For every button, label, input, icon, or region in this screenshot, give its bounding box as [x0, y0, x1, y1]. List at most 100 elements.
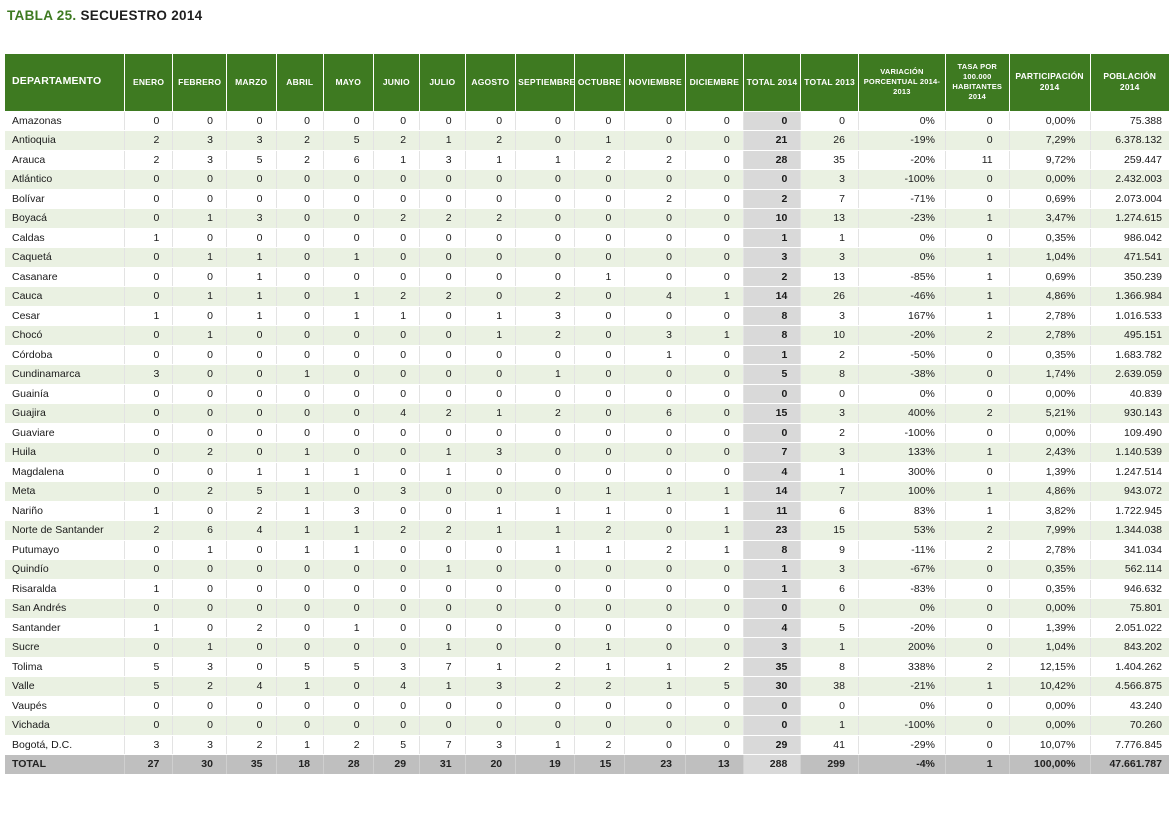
cell-poblacion-2014: 1.722.945 [1090, 501, 1169, 521]
cell-julio: 0 [419, 169, 466, 190]
cell-julio: 0 [419, 345, 466, 365]
cell-abril: 5 [276, 657, 325, 677]
cell-participacion-2014: 1,04% [1009, 637, 1091, 658]
cell-poblacion-2014: 259.447 [1090, 150, 1169, 170]
cell-octubre: 0 [574, 169, 626, 190]
table-row-cesar: Cesar 1 0 1 0 1 1 0 1 3 0 0 0 8 3 167% 1 2,78% 1.016.533 [5, 306, 1169, 326]
column-header-marzo: MARZO [226, 54, 277, 112]
cell-noviembre: 0 [624, 715, 687, 736]
cell-total-2014: 1 [743, 228, 802, 248]
cell-mayo: 0 [323, 696, 374, 716]
cell-agosto: 0 [465, 364, 517, 385]
column-header-poblacion-2014: POBLACIÓN 2014 [1090, 54, 1169, 112]
cell-variacion-porcentual-2014-2013: 300% [858, 462, 946, 482]
table-header: DEPARTAMENTO ENERO FEBRERO MARZO ABRIL MAYO JU… [5, 54, 1169, 112]
cell-octubre: 0 [574, 364, 626, 385]
cell-total-2013: 0 [800, 111, 859, 131]
cell-julio: 0 [419, 306, 466, 326]
department-name: Nariño [5, 501, 125, 521]
cell-mayo: 0 [323, 169, 374, 190]
cell-mayo: 0 [323, 384, 374, 404]
total-octubre: 15 [574, 754, 626, 775]
cell-mayo: 0 [323, 715, 374, 736]
cell-poblacion-2014: 6.378.132 [1090, 130, 1169, 151]
cell-octubre: 2 [574, 676, 626, 697]
cell-abril: 1 [276, 481, 325, 502]
cell-diciembre: 0 [685, 579, 744, 599]
cell-variacion-porcentual-2014-2013: 0% [858, 228, 946, 248]
cell-marzo: 0 [226, 228, 277, 248]
cell-diciembre: 0 [685, 384, 744, 404]
cell-febrero: 1 [172, 286, 227, 307]
cell-mayo: 0 [323, 442, 374, 463]
cell-total-2014: 2 [743, 189, 802, 209]
cell-participacion-2014: 4,86% [1009, 286, 1091, 307]
column-header-total-2013: TOTAL 2013 [800, 54, 859, 112]
cell-noviembre: 4 [624, 286, 687, 307]
cell-variacion-porcentual-2014-2013: -83% [858, 579, 946, 599]
cell-septiembre: 0 [515, 267, 575, 287]
cell-total-2013: 3 [800, 442, 859, 463]
cell-septiembre: 2 [515, 403, 575, 424]
total-participacion-2014: 100,00% [1009, 754, 1091, 775]
cell-noviembre: 1 [624, 345, 687, 365]
cell-abril: 0 [276, 423, 325, 443]
cell-poblacion-2014: 7.776.845 [1090, 735, 1169, 755]
cell-mayo: 0 [323, 403, 374, 424]
cell-tasa-por-100-000-habitantes-2014: 1 [945, 501, 1010, 521]
cell-febrero: 3 [172, 657, 227, 677]
cell-total-2013: 7 [800, 481, 859, 502]
cell-julio: 2 [419, 286, 466, 307]
cell-septiembre: 0 [515, 384, 575, 404]
cell-septiembre: 2 [515, 676, 575, 697]
cell-poblacion-2014: 43.240 [1090, 696, 1169, 716]
cell-poblacion-2014: 471.541 [1090, 247, 1169, 268]
cell-tasa-por-100-000-habitantes-2014: 0 [945, 598, 1010, 619]
cell-mayo: 1 [323, 286, 374, 307]
cell-marzo: 0 [226, 189, 277, 209]
cell-noviembre: 0 [624, 130, 687, 151]
cell-participacion-2014: 0,00% [1009, 423, 1091, 443]
cell-variacion-porcentual-2014-2013: 0% [858, 696, 946, 716]
cell-febrero: 0 [172, 267, 227, 287]
cell-enero: 2 [124, 520, 174, 541]
cell-julio: 0 [419, 715, 466, 736]
page-title: TABLA 25. SECUESTRO 2014 [7, 8, 1169, 23]
cell-julio: 1 [419, 462, 466, 482]
cell-enero: 5 [124, 676, 174, 697]
cell-poblacion-2014: 109.490 [1090, 423, 1169, 443]
cell-septiembre: 1 [515, 501, 575, 521]
table-footer: TOTAL 27 30 35 18 28 29 31 20 19 15 23 13 288 299 -4% 1 1… [5, 754, 1169, 775]
cell-marzo: 1 [226, 267, 277, 287]
column-header-julio: JULIO [419, 54, 466, 112]
cell-septiembre: 0 [515, 696, 575, 716]
column-header-participacion-2014: PARTICIPACIÓN 2014 [1009, 54, 1091, 112]
cell-tasa-por-100-000-habitantes-2014: 0 [945, 345, 1010, 365]
cell-septiembre: 3 [515, 306, 575, 326]
cell-diciembre: 0 [685, 364, 744, 385]
cell-junio: 0 [373, 462, 421, 482]
cell-variacion-porcentual-2014-2013: 53% [858, 520, 946, 541]
department-name: Caquetá [5, 247, 125, 268]
cell-mayo: 0 [323, 267, 374, 287]
cell-variacion-porcentual-2014-2013: 0% [858, 384, 946, 404]
cell-total-2013: 7 [800, 189, 859, 209]
cell-mayo: 0 [323, 189, 374, 209]
cell-agosto: 3 [465, 442, 517, 463]
cell-octubre: 0 [574, 696, 626, 716]
table-row-bolivar: Bolívar 0 0 0 0 0 0 0 0 0 0 2 0 2 7 -71% 0 0,69% 2.073.004 [5, 189, 1169, 209]
cell-tasa-por-100-000-habitantes-2014: 0 [945, 579, 1010, 599]
cell-variacion-porcentual-2014-2013: -71% [858, 189, 946, 209]
cell-tasa-por-100-000-habitantes-2014: 0 [945, 423, 1010, 443]
cell-total-2013: 3 [800, 247, 859, 268]
cell-poblacion-2014: 1.683.782 [1090, 345, 1169, 365]
cell-total-2014: 23 [743, 520, 802, 541]
cell-agosto: 3 [465, 735, 517, 755]
cell-poblacion-2014: 946.632 [1090, 579, 1169, 599]
table-row-choco: Chocó 0 1 0 0 0 0 0 1 2 0 3 1 8 10 -20% 2 2,78% 495.151 [5, 325, 1169, 346]
cell-tasa-por-100-000-habitantes-2014: 0 [945, 618, 1010, 638]
cell-junio: 0 [373, 228, 421, 248]
cell-octubre: 1 [574, 657, 626, 677]
department-name: Antioquia [5, 130, 125, 151]
cell-septiembre: 0 [515, 189, 575, 209]
